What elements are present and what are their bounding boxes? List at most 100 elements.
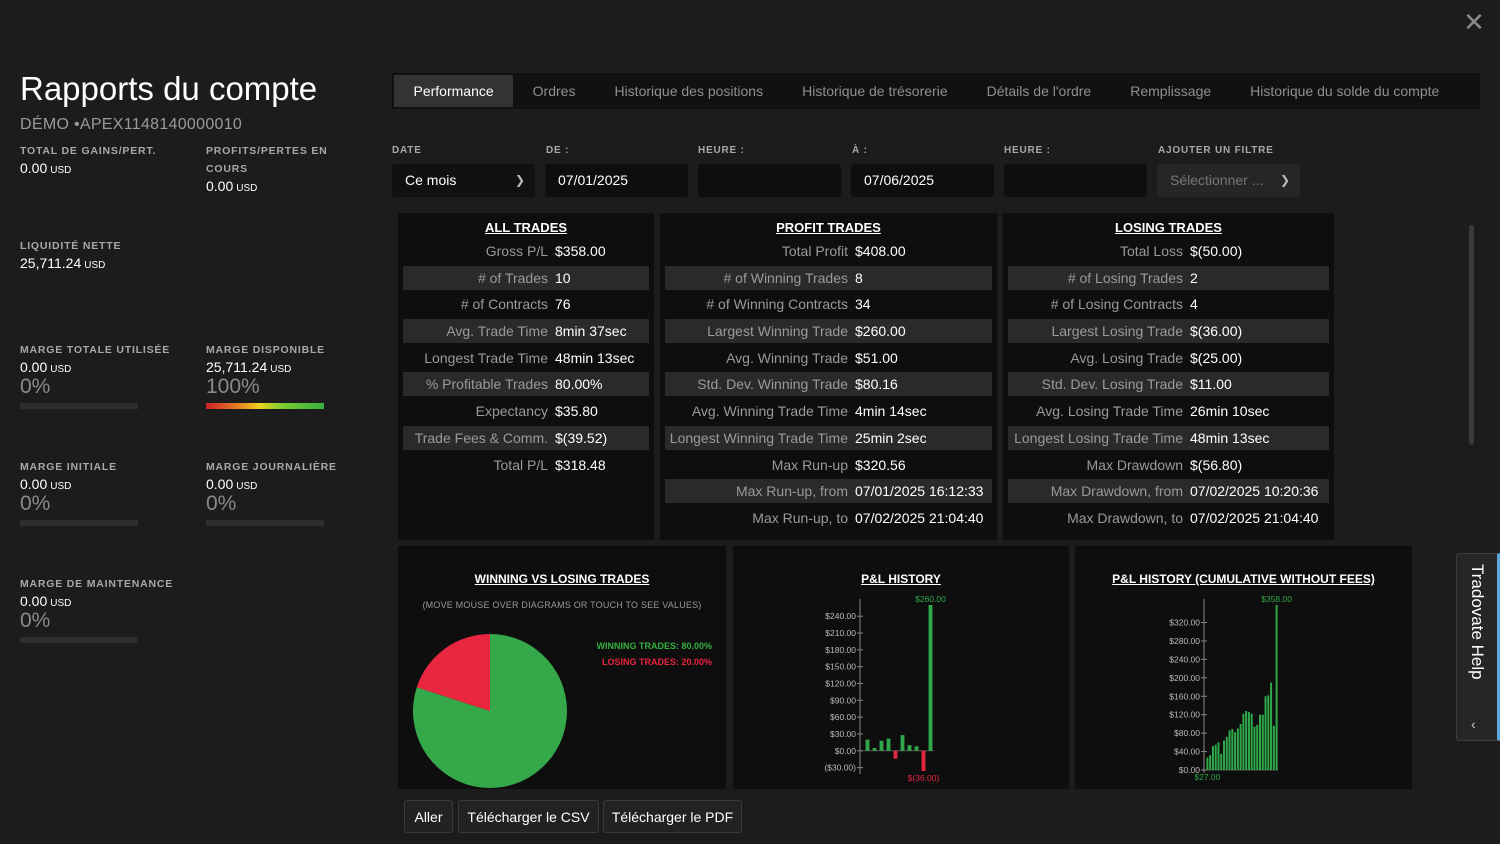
date-label: DATE: [392, 145, 422, 156]
stat-row: # of Losing Contracts 4: [1008, 292, 1329, 316]
stat-value: 34: [855, 296, 871, 313]
legend-winning: WINNING TRADES: 80.00%: [596, 641, 712, 651]
stat-value: 76: [555, 296, 571, 313]
max-label: $358.00: [1261, 594, 1292, 604]
tab-order-details[interactable]: Détails de l'ordre: [986, 83, 1092, 99]
stat-value: $(56.80): [1190, 456, 1243, 473]
bar: [872, 748, 877, 751]
chevron-down-icon: ❯: [1279, 173, 1290, 187]
scrollbar[interactable]: [1469, 225, 1474, 445]
stat-row: Avg. Winning Trade $51.00: [665, 346, 992, 370]
stat-row: Largest Winning Trade $260.00: [665, 319, 992, 344]
stat-row: Total Loss $(50.00): [1008, 239, 1329, 263]
stat-value: $318.48: [555, 456, 606, 473]
date-range-select[interactable]: Ce mois ❯: [392, 164, 535, 197]
stat-label: Trade Fees & Comm.: [414, 429, 548, 446]
to-date-input[interactable]: 07/06/2025: [851, 164, 994, 197]
chart-title: P&L HISTORY: [861, 572, 941, 586]
pnl-history-chart[interactable]: P&L HISTORY $240.00 $210.00 $180.00 $150.00…: [733, 546, 1069, 789]
bar: [1231, 728, 1234, 770]
tab-orders[interactable]: Ordres: [532, 83, 576, 99]
bar: [1264, 696, 1267, 770]
go-button[interactable]: Aller: [404, 800, 453, 833]
stat-row: Expectancy $35.80: [403, 399, 649, 423]
y-tick-label: $150.00: [825, 662, 856, 672]
download-csv-button[interactable]: Télécharger le CSV: [458, 800, 599, 833]
y-tick-label: $40.00: [1174, 747, 1200, 757]
add-filter-select[interactable]: Sélectionner ... ❯: [1157, 164, 1300, 197]
legend-losing: LOSING TRADES: 20.00%: [601, 657, 712, 667]
stat-row: # of Winning Trades 8: [665, 265, 992, 290]
tab-fills[interactable]: Remplissage: [1130, 83, 1212, 99]
metric-init-margin: MARGE INITIALE 0.00 USD 0%: [20, 458, 185, 526]
help-tab[interactable]: Tradovate Help ‹: [1456, 553, 1500, 741]
stat-label: Std. Dev. Winning Trade: [697, 376, 848, 393]
y-tick-label: $320.00: [1169, 618, 1200, 628]
cumulative-bar-chart[interactable]: $320.00 $280.00 $240.00 $200.00 $160.00 $120.…: [1075, 546, 1412, 789]
pnl-bar-chart[interactable]: $240.00 $210.00 $180.00 $150.00 $120.00 $90.0…: [733, 546, 1069, 789]
bar: [900, 735, 905, 751]
stat-value: 48min 13sec: [555, 349, 635, 366]
y-tick-label: $240.00: [1169, 654, 1200, 664]
stat-label: # of Losing Trades: [1067, 269, 1183, 286]
stat-value: 26min 10sec: [1190, 403, 1270, 420]
pie-slice-losing: [416, 634, 490, 711]
stat-value: $408.00: [855, 243, 906, 259]
bar: [1225, 736, 1228, 770]
chevron-left-icon: ‹: [1471, 716, 1476, 732]
from-date-input[interactable]: 07/01/2025: [545, 164, 688, 197]
stat-value: 07/01/2025 16:12:33: [855, 483, 984, 500]
min-label: $27.00: [1194, 772, 1220, 782]
stat-value: 4min 14sec: [855, 403, 927, 420]
stat-label: # of Contracts: [460, 296, 548, 313]
bar: [1270, 682, 1273, 770]
y-tick-label: $120.00: [825, 679, 856, 689]
stat-value: 07/02/2025 21:04:40: [855, 509, 984, 526]
tab-performance[interactable]: Performance: [394, 75, 514, 107]
tab-cash-history[interactable]: Historique de trésorerie: [802, 83, 948, 99]
stat-label: Max Run-up, from: [735, 483, 848, 500]
losing-trades-panel: LOSING TRADES Total Loss $(50.00) # of Los…: [1003, 213, 1334, 540]
stat-label: # of Trades: [477, 269, 548, 286]
stat-label: Avg. Winning Trade: [726, 349, 848, 366]
stat-label: Avg. Winning Trade Time: [691, 403, 848, 420]
stat-label: Longest Losing Trade Time: [1014, 429, 1183, 446]
stat-label: Total Loss: [1119, 243, 1183, 259]
bar: [1259, 714, 1261, 770]
stat-row: Trade Fees & Comm. $(39.52): [403, 425, 649, 450]
y-tick-label: $30.00: [830, 729, 856, 739]
stat-label: Std. Dev. Losing Trade: [1041, 376, 1183, 393]
win-loss-chart[interactable]: WINNING VS LOSING TRADES (MOVE MOUSE OVE…: [398, 546, 726, 789]
download-pdf-button[interactable]: Télécharger le PDF: [603, 800, 742, 833]
stat-label: Largest Losing Trade: [1051, 323, 1183, 340]
close-icon[interactable]: ✕: [1463, 7, 1485, 37]
page-title: Rapports du compte: [20, 70, 318, 107]
tab-position-history[interactable]: Historique des positions: [614, 83, 764, 99]
stat-row: Max Run-up $320.56: [665, 453, 992, 477]
pie-chart[interactable]: [398, 546, 726, 789]
bar: [1220, 753, 1223, 770]
bar: [1267, 695, 1270, 770]
bar: [1250, 713, 1253, 770]
stat-value: 80.00%: [555, 376, 603, 393]
to-time-input[interactable]: [1004, 164, 1147, 197]
pnl-cumulative-chart[interactable]: P&L HISTORY (CUMULATIVE WITHOUT FEES) $3…: [1075, 546, 1412, 789]
bar: [1239, 723, 1242, 770]
stat-label: % Profitable Trades: [425, 376, 548, 393]
filter-label: AJOUTER UN FILTRE: [1158, 145, 1274, 156]
bar: [1275, 605, 1278, 770]
stat-label: # of Winning Contracts: [706, 296, 848, 313]
bar: [928, 605, 933, 751]
chart-title: P&L HISTORY (CUMULATIVE WITHOUT FEES): [1112, 572, 1375, 586]
stat-label: Expectancy: [475, 403, 548, 420]
stat-label: Avg. Losing Trade: [1070, 349, 1183, 366]
from-time-input[interactable]: [698, 164, 841, 197]
stat-value: $51.00: [855, 349, 898, 366]
time-label: HEURE :: [698, 145, 745, 156]
tab-balance-history[interactable]: Historique du solde du compte: [1250, 83, 1440, 99]
y-tick-label: $120.00: [1169, 710, 1200, 720]
stat-value: $358.00: [555, 243, 606, 259]
stat-row: Max Drawdown, from 07/02/2025 10:20:36: [1008, 479, 1329, 504]
y-tick-label: $80.00: [1174, 728, 1200, 738]
stat-label: Max Run-up: [771, 456, 848, 473]
